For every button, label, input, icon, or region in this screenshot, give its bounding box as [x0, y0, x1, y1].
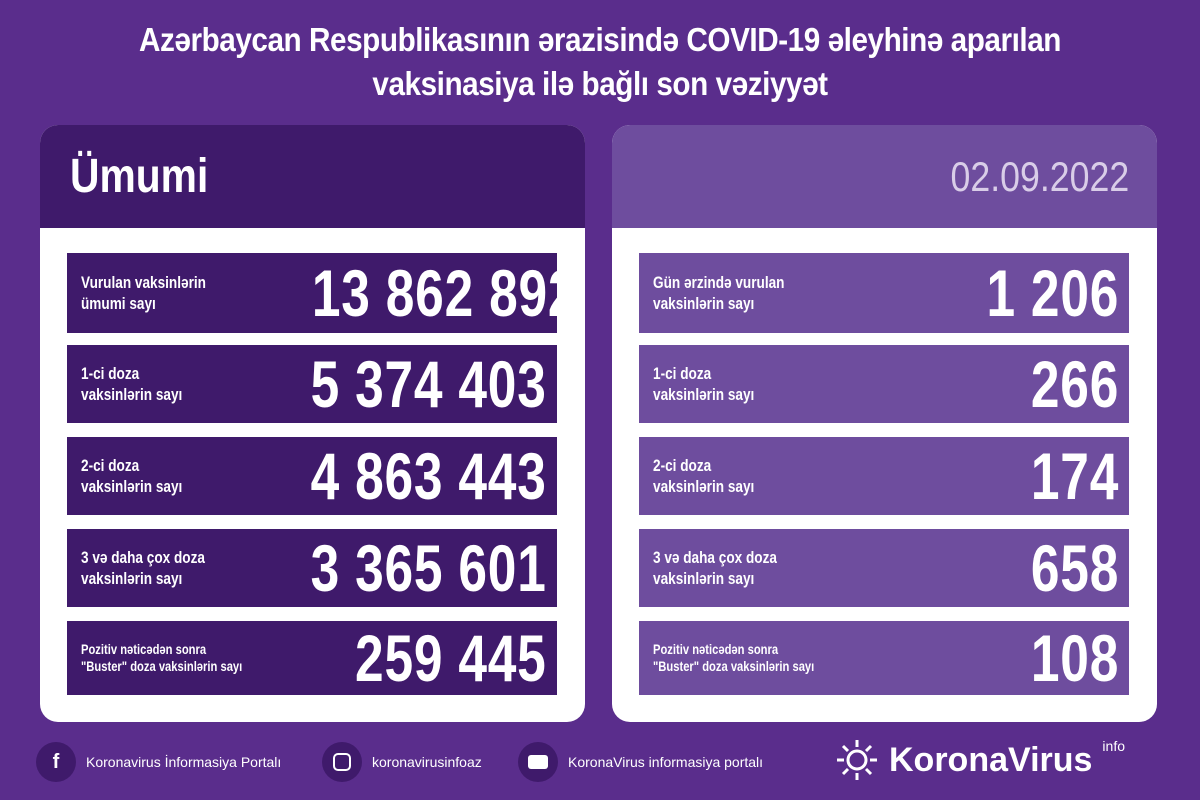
stat-row: Pozitiv nəticədən sonra "Buster" doza vak…: [639, 621, 1129, 695]
stat-label: Pozitiv nəticədən sonra "Buster" doza vak…: [81, 641, 243, 674]
stat-row: 1-ci doza vaksinlərin sayı 266: [639, 345, 1129, 423]
stat-value: 1 206: [986, 256, 1119, 330]
stat-value: 658: [1030, 531, 1119, 605]
stat-row: Pozitiv nəticədən sonra "Buster" doza vak…: [67, 621, 557, 695]
stat-value: 3 365 601: [310, 531, 547, 605]
stat-row: 2-ci doza vaksinlərin sayı 4 863 443: [67, 437, 557, 515]
date-header: 02.09.2022: [612, 125, 1157, 228]
stat-label: Gün ərzində vurulan vaksinlərin sayı: [653, 273, 785, 313]
stat-value: 259 445: [355, 621, 547, 695]
stat-row: 3 və daha çox doza vaksinlərin sayı 658: [639, 529, 1129, 607]
stat-label: Vurulan vaksinlərin ümumi sayı: [81, 273, 206, 313]
koronavirus-logo: KoronaVirus info: [835, 738, 1125, 782]
youtube-label: KoronaVirus informasiya portalı: [568, 754, 764, 770]
stat-value: 13 862 892: [312, 256, 578, 330]
instagram-label: koronavirusinfoaz: [372, 754, 482, 770]
stat-label: Pozitiv nəticədən sonra "Buster" doza vak…: [653, 641, 815, 674]
date-label: 02.09.2022: [950, 153, 1129, 200]
stat-row: 1-ci doza vaksinlərin sayı 5 374 403: [67, 345, 557, 423]
stat-label: 1-ci doza vaksinlərin sayı: [81, 364, 183, 404]
stat-label: 2-ci doza vaksinlərin sayı: [81, 456, 183, 496]
youtube-icon: [518, 742, 558, 782]
title-line-2: vaksinasiya ilə bağlı son vəziyyət: [372, 65, 828, 102]
stat-row: 3 və daha çox doza vaksinlərin sayı 3 365 …: [67, 529, 557, 607]
facebook-icon: f: [36, 742, 76, 782]
total-panel: Ümumi Vurulan vaksinlərin ümumi sayı 13 86…: [40, 125, 585, 722]
youtube-link[interactable]: KoronaVirus informasiya portalı: [518, 740, 763, 784]
stat-label: 3 və daha çox doza vaksinlərin sayı: [81, 548, 205, 588]
logo-text: KoronaVirus: [889, 740, 1093, 779]
virus-sun-icon: [837, 740, 877, 780]
stat-label: 1-ci doza vaksinlərin sayı: [653, 364, 755, 404]
facebook-link[interactable]: f Koronavirus İnformasiya Portalı: [36, 740, 281, 784]
stat-value: 5 374 403: [310, 347, 547, 421]
stat-label: 3 və daha çox doza vaksinlərin sayı: [653, 548, 777, 588]
stat-value: 4 863 443: [310, 439, 547, 513]
daily-panel: 02.09.2022 Gün ərzində vurulan vaksinləri…: [612, 125, 1157, 722]
instagram-link[interactable]: koronavirusinfoaz: [322, 740, 482, 784]
logo-sup: info: [1102, 738, 1125, 754]
stat-row: Vurulan vaksinlərin ümumi sayı 13 862 892: [67, 253, 577, 333]
stat-value: 108: [1030, 621, 1119, 695]
stat-value: 266: [1030, 347, 1119, 421]
stat-row: 2-ci doza vaksinlərin sayı 174: [639, 437, 1129, 515]
total-header: Ümumi: [40, 125, 585, 228]
total-header-label: Ümumi: [70, 150, 209, 203]
stat-value: 174: [1030, 439, 1119, 513]
instagram-icon: [322, 742, 362, 782]
stat-row: Gün ərzində vurulan vaksinlərin sayı 1 206: [639, 253, 1129, 333]
stat-label: 2-ci doza vaksinlərin sayı: [653, 456, 755, 496]
facebook-label: Koronavirus İnformasiya Portalı: [86, 754, 282, 770]
page-title: Azərbaycan Respublikasının ərazisində CO…: [60, 18, 1140, 106]
title-line-1: Azərbaycan Respublikasının ərazisində CO…: [139, 21, 1061, 58]
